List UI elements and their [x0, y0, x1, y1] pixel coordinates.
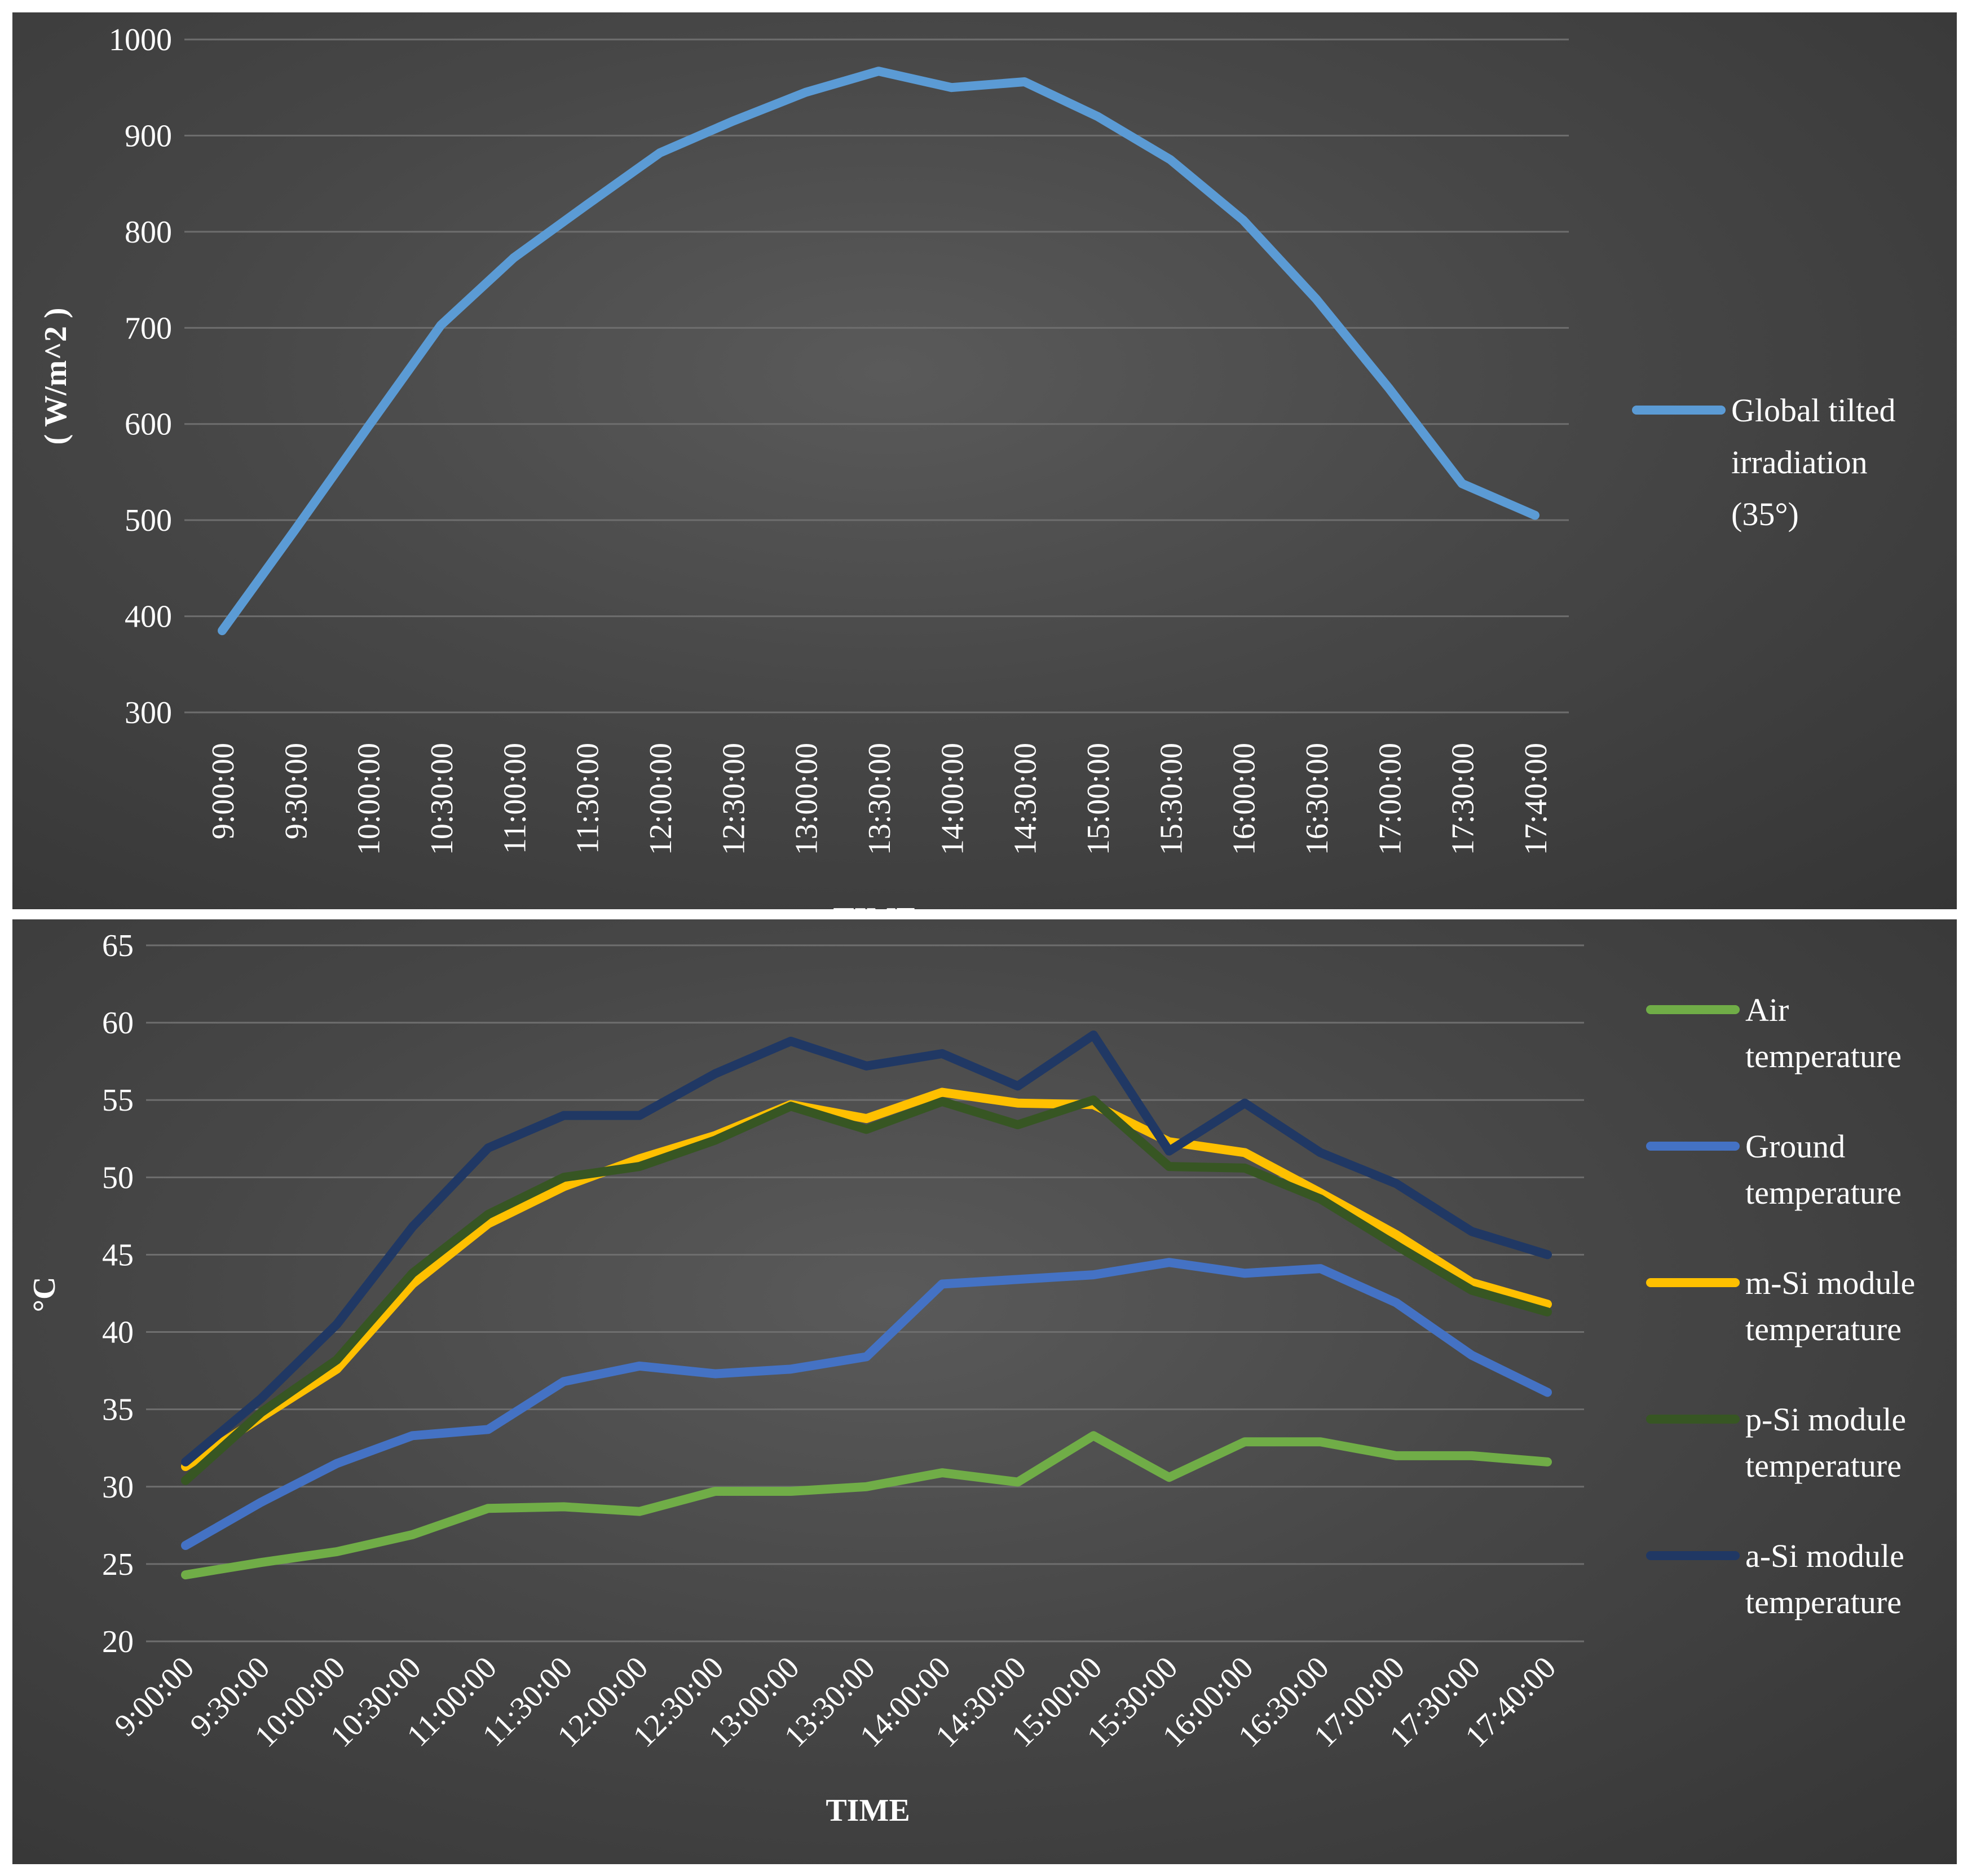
temperature-chart-panel: 20 25 30 35 40 45 50 55 60 65 9:00:00 9:30:00 10:00:… [12, 919, 1957, 1864]
x-tick-label: 10:00:00 [352, 743, 387, 855]
x-tick-label: 17:00:00 [1373, 743, 1408, 855]
legend-label-line: Global tilted [1731, 392, 1896, 429]
legend-label-line: temperature [1745, 1174, 1902, 1211]
y-tick-label: 700 [125, 311, 172, 346]
x-tick-label: 10:30:00 [425, 743, 460, 855]
x-tick-label: 15:30:00 [1154, 743, 1189, 855]
x-tick-label: 16:30:00 [1300, 743, 1335, 855]
legend-label-line: temperature [1745, 1311, 1902, 1347]
x-tick-label: 16:00:00 [1227, 743, 1262, 855]
legend-label-line: temperature [1745, 1038, 1902, 1074]
y-tick-label: 35 [102, 1393, 134, 1428]
y-axis-title: °C [27, 1277, 62, 1313]
series-line-1 [218, 67, 1539, 636]
legend-label-line: temperature [1745, 1584, 1902, 1620]
x-tick-label: 9:00:00 [108, 1650, 201, 1743]
legend-label-line: Air [1745, 992, 1789, 1028]
x-tick-label: 13:00:00 [789, 743, 824, 855]
x-axis-title: TIME [833, 901, 917, 909]
x-tick-label: 17:30:00 [1446, 743, 1481, 855]
y-tick-label: 500 [125, 503, 172, 538]
temperature-chart: 202530354045505560659:00:009:30:0010:00:… [27, 928, 1915, 1828]
irradiation-chart-panel: 300 400 500 600 700 800 900 1000 9:00:00 9:30:00 1… [12, 12, 1957, 909]
x-tick-label: 12:30:00 [716, 743, 751, 855]
y-tick-label: 300 [125, 695, 172, 730]
series-line-4 [181, 1095, 1552, 1485]
legend-label-line: p-Si module [1745, 1401, 1906, 1438]
legend-label: Air temperature [1745, 992, 1902, 1074]
x-tick-label: 11:30:00 [571, 743, 606, 854]
y-tick-label: 65 [102, 928, 134, 963]
x-tick-label: 9:30:00 [279, 743, 314, 839]
x-tick-label: 9:00:00 [206, 743, 241, 839]
y-tick-label: 45 [102, 1238, 134, 1272]
x-tick-label: 17:40:00 [1519, 743, 1554, 855]
x-tick-label: 14:00:00 [935, 743, 970, 855]
legend-label-line: temperature [1745, 1447, 1902, 1484]
legend-label-line: irradiation [1731, 444, 1868, 481]
x-tick-label: 13:30:00 [862, 743, 897, 855]
y-tick-label: 600 [125, 407, 172, 442]
irradiation-chart: 300 400 500 600 700 800 900 1000 9:00:00 9:30:00 1… [38, 23, 1896, 909]
y-tick-label: 50 [102, 1160, 134, 1195]
x-tick-label: 11:00:00 [497, 743, 532, 854]
x-tick-label: 14:30:00 [1008, 743, 1043, 855]
y-tick-label: 1000 [109, 23, 172, 58]
y-tick-label: 20 [102, 1624, 134, 1659]
y-tick-label: 400 [125, 600, 172, 635]
y-tick-label: 55 [102, 1083, 134, 1118]
series-line-5 [181, 1031, 1552, 1467]
legend-label-line: a-Si module [1745, 1538, 1904, 1574]
x-tick-label: 15:00:00 [1081, 743, 1116, 855]
y-tick-label: 25 [102, 1547, 134, 1582]
series-line-3 [181, 1087, 1552, 1472]
y-tick-label: 30 [102, 1470, 134, 1505]
legend-label: Global tilted irradiation (35°) [1731, 392, 1896, 532]
x-tick-label: 12:00:00 [643, 743, 678, 855]
y-tick-label: 800 [125, 215, 172, 250]
legend-label-line: (35°) [1731, 496, 1799, 532]
y-tick-label: 900 [125, 118, 172, 153]
legend-label: Ground temperature [1745, 1128, 1902, 1211]
legend-label: p-Si module temperature [1745, 1401, 1906, 1484]
y-tick-label: 60 [102, 1006, 134, 1041]
series-line-2 [181, 1258, 1552, 1550]
legend-label: a-Si module temperature [1745, 1538, 1904, 1620]
x-axis-title: TIME [826, 1793, 910, 1828]
y-axis-title: ( W/m^2 ) [38, 307, 73, 444]
series-line-1 [181, 1431, 1552, 1580]
legend-label: m-Si module temperature [1745, 1265, 1915, 1347]
y-tick-label: 40 [102, 1315, 134, 1350]
legend-label-line: Ground [1745, 1128, 1845, 1165]
legend-label-line: m-Si module [1745, 1265, 1915, 1301]
